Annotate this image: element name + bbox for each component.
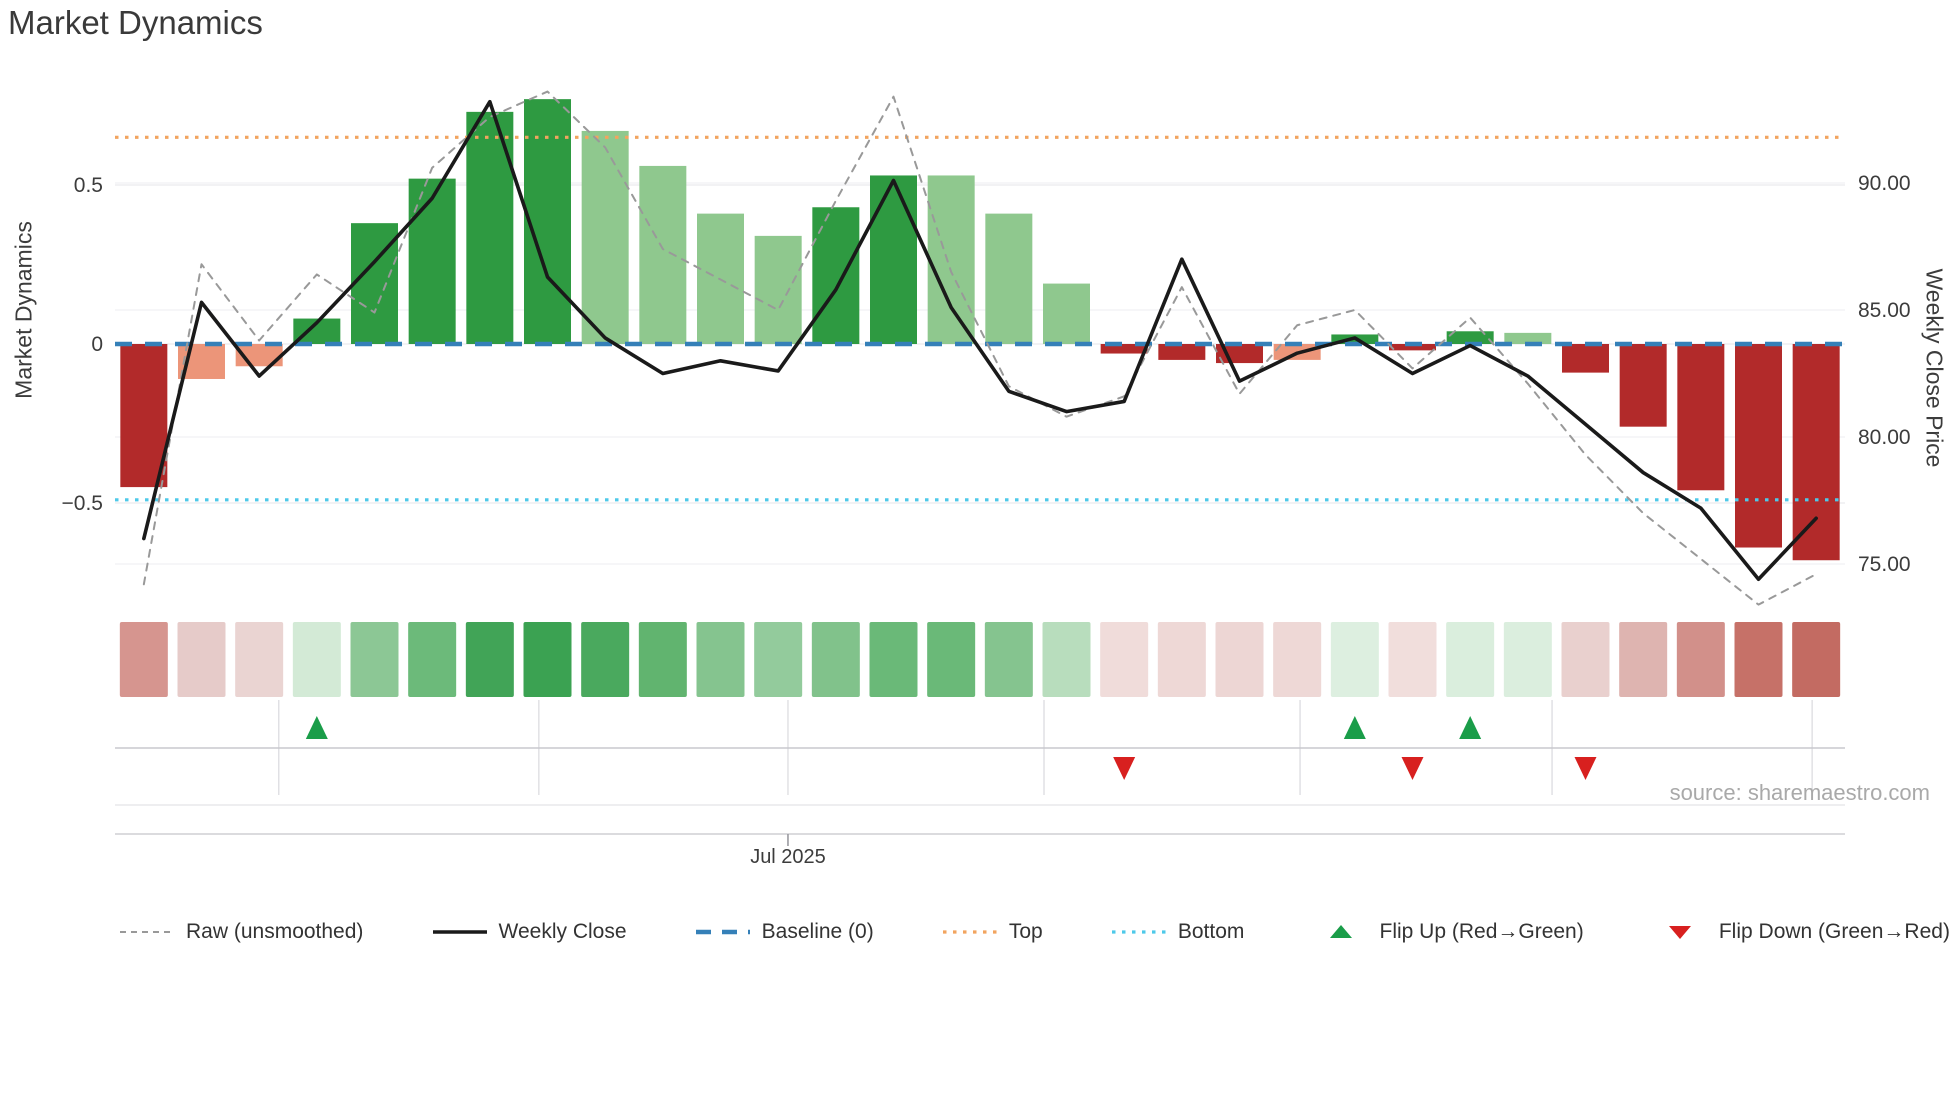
- heatmap-cell-week-28: [1676, 622, 1725, 697]
- legend-item-baseline-0[interactable]: Baseline (0): [694, 920, 874, 944]
- heatmap-cell-week-9: [581, 622, 630, 697]
- heatmap-cell-week-7: [465, 622, 514, 697]
- legend-item-flip-down-green-red[interactable]: Flip Down (Green→Red): [1651, 920, 1950, 944]
- heatmap-cell-week-13: [811, 622, 860, 697]
- line-raw-unsmoothed: [142, 90, 1818, 606]
- heatmap-cell-week-5: [350, 622, 399, 697]
- heatmap-cell-week-27: [1619, 622, 1668, 697]
- heatmap-cell-week-4: [292, 622, 341, 697]
- heatmap-cell-week-16: [984, 622, 1033, 697]
- bar-week-28: [1677, 344, 1725, 491]
- heatmap-cell-week-26: [1561, 622, 1610, 697]
- chart-title: Market Dynamics: [8, 4, 263, 41]
- bar-week-8: [524, 99, 571, 344]
- heatmap-cell-week-12: [754, 622, 803, 697]
- heatmap-cell-week-15: [927, 622, 976, 697]
- heatmap-cell-week-10: [638, 622, 687, 697]
- right-axis-tick-label: 85.00: [1858, 299, 1911, 322]
- legend-marker-tri-up-icon: [1329, 925, 1352, 938]
- legend-item-label: Baseline (0): [761, 920, 874, 943]
- bar-week-17: [1043, 283, 1090, 344]
- heatmap-cell-week-29: [1734, 622, 1783, 697]
- right-axis-tick-label: 90.00: [1858, 172, 1911, 195]
- bar-week-23: [1389, 344, 1436, 351]
- bar-week-10: [639, 165, 687, 344]
- legend-item-label: Bottom: [1177, 920, 1245, 943]
- heatmap-cell-week-17: [1042, 622, 1091, 697]
- bar-week-6: [408, 178, 456, 344]
- heatmap-cell-week-14: [869, 622, 918, 697]
- heatmap-cell-week-25: [1503, 622, 1552, 697]
- heatmap-cell-week-24: [1446, 622, 1495, 697]
- heatmap-cell-week-23: [1388, 622, 1437, 697]
- right-axis-tick-label: 75.00: [1858, 553, 1911, 576]
- flip-up-marker-week-22: [1343, 716, 1366, 739]
- bar-week-26: [1562, 344, 1609, 373]
- bar-week-15: [927, 175, 975, 344]
- bar-week-12: [754, 235, 802, 344]
- legend-marker-dot-icon: [942, 930, 997, 934]
- heatmap-cell-week-18: [1100, 622, 1149, 697]
- bar-week-1: [120, 344, 168, 488]
- left-axis-tick-label: 0.5: [74, 174, 103, 197]
- bar-week-19: [1158, 344, 1206, 360]
- heatmap-cell-week-21: [1273, 622, 1322, 697]
- bar-week-9: [581, 130, 629, 344]
- bar-week-30: [1792, 344, 1840, 561]
- legend-item-weekly-close[interactable]: Weekly Close: [431, 920, 627, 944]
- legend-marker-dash-icon: [120, 931, 174, 933]
- heatmap-cell-week-30: [1792, 622, 1841, 697]
- bar-week-14: [870, 175, 917, 344]
- line-weekly-close: [142, 99, 1818, 582]
- heatmap-cell-week-6: [408, 622, 457, 697]
- legend-item-bottom[interactable]: Bottom: [1110, 920, 1245, 944]
- flip-up-marker-week-24: [1459, 716, 1482, 739]
- legend: Raw (unsmoothed) Weekly Close Baseline (0)…: [118, 920, 1950, 944]
- bar-week-16: [985, 213, 1033, 344]
- bar-week-18: [1100, 344, 1148, 354]
- bar-week-27: [1619, 344, 1667, 427]
- legend-item-label: Top: [1008, 920, 1043, 943]
- legend-marker-dot-icon: [1111, 930, 1166, 934]
- legend-item-raw-unsmoothed[interactable]: Raw (unsmoothed): [118, 920, 363, 944]
- heatmap-cell-week-11: [696, 622, 745, 697]
- legend-marker-longdash-icon: [695, 929, 750, 935]
- heatmap-cell-week-22: [1330, 622, 1379, 697]
- bar-week-29: [1735, 344, 1782, 548]
- left-axis-tick-label: −0.5: [62, 492, 103, 515]
- legend-item-label: Weekly Close: [498, 920, 627, 943]
- plot-area: 0.5 0 −0.5 90.00 85.00 80.00 75.00: [62, 90, 1911, 846]
- legend-marker-solid-icon: [432, 930, 487, 934]
- heatmap-cell-week-20: [1215, 622, 1264, 697]
- legend-item-label: Flip Up (Red→Green): [1379, 920, 1584, 943]
- heatmap-cell-week-19: [1157, 622, 1206, 697]
- heatmap-cell-week-2: [177, 622, 226, 697]
- flip-down-marker-week-18: [1113, 757, 1136, 780]
- flip-down-marker-week-26: [1574, 757, 1597, 780]
- flip-down-marker-week-23: [1401, 757, 1424, 780]
- legend-item-label: Flip Down (Green→Red): [1718, 920, 1950, 943]
- bar-week-25: [1504, 332, 1552, 344]
- right-axis-tick-label: 80.00: [1858, 426, 1911, 449]
- heatmap-cell-week-3: [235, 622, 284, 697]
- x-tick-label: Jul 2025: [750, 846, 826, 868]
- bar-week-13: [812, 207, 860, 344]
- bar-week-24: [1446, 331, 1494, 344]
- legend-item-top[interactable]: Top: [941, 920, 1043, 944]
- left-axis-tick-label: 0: [91, 333, 103, 356]
- legend-item-flip-up-red-green[interactable]: Flip Up (Red→Green): [1312, 920, 1584, 944]
- heatmap-cell-week-8: [523, 622, 572, 697]
- legend-item-label: Raw (unsmoothed): [186, 920, 364, 943]
- flip-up-marker-week-4: [305, 716, 328, 739]
- source-text: source: sharemaestro.com: [1669, 780, 1930, 805]
- heatmap-cell-week-1: [119, 622, 168, 697]
- legend-marker-tri-down-icon: [1668, 926, 1691, 939]
